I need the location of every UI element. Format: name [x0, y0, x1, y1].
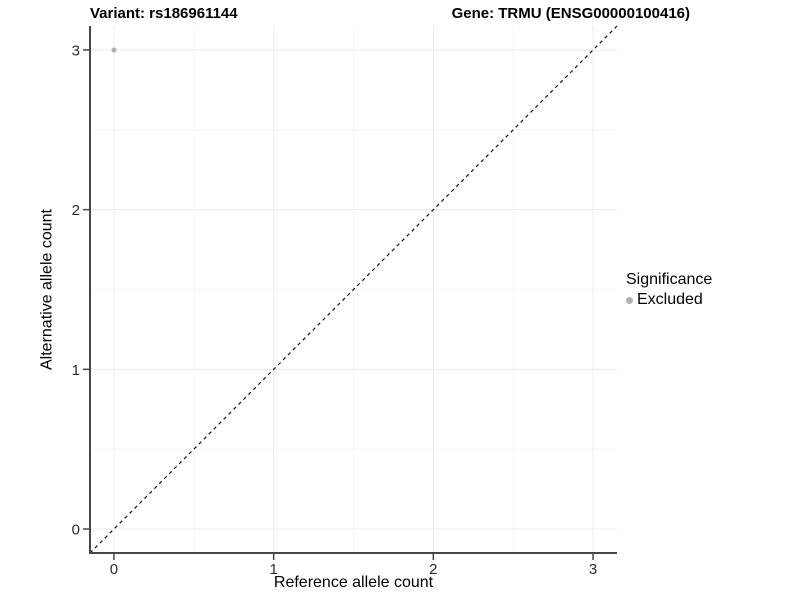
x-tick-label: 2	[429, 561, 437, 578]
y-tick-label: 2	[72, 202, 80, 219]
variant-title: Variant: rs186961144	[90, 5, 238, 22]
legend: Significance Excluded	[626, 271, 712, 309]
x-tick-label: 1	[269, 561, 277, 578]
legend-entry-label: Excluded	[637, 291, 703, 308]
data-point	[111, 47, 117, 53]
x-tick-label: 0	[110, 561, 118, 578]
y-axis-title: Alternative allele count	[38, 209, 56, 370]
gene-title: Gene: TRMU (ENSG00000100416)	[451, 5, 690, 22]
x-axis-title: Reference allele count	[273, 574, 434, 591]
legend-title: Significance	[626, 271, 713, 288]
y-tick-label: 3	[72, 42, 80, 59]
legend-entry-excluded: Excluded	[626, 291, 712, 309]
y-tick-label: 1	[72, 362, 80, 379]
excluded-point-icon	[626, 296, 633, 304]
y-tick-label: 0	[72, 522, 80, 539]
identity-reference-line	[89, 25, 618, 554]
x-tick-label: 3	[589, 561, 597, 578]
